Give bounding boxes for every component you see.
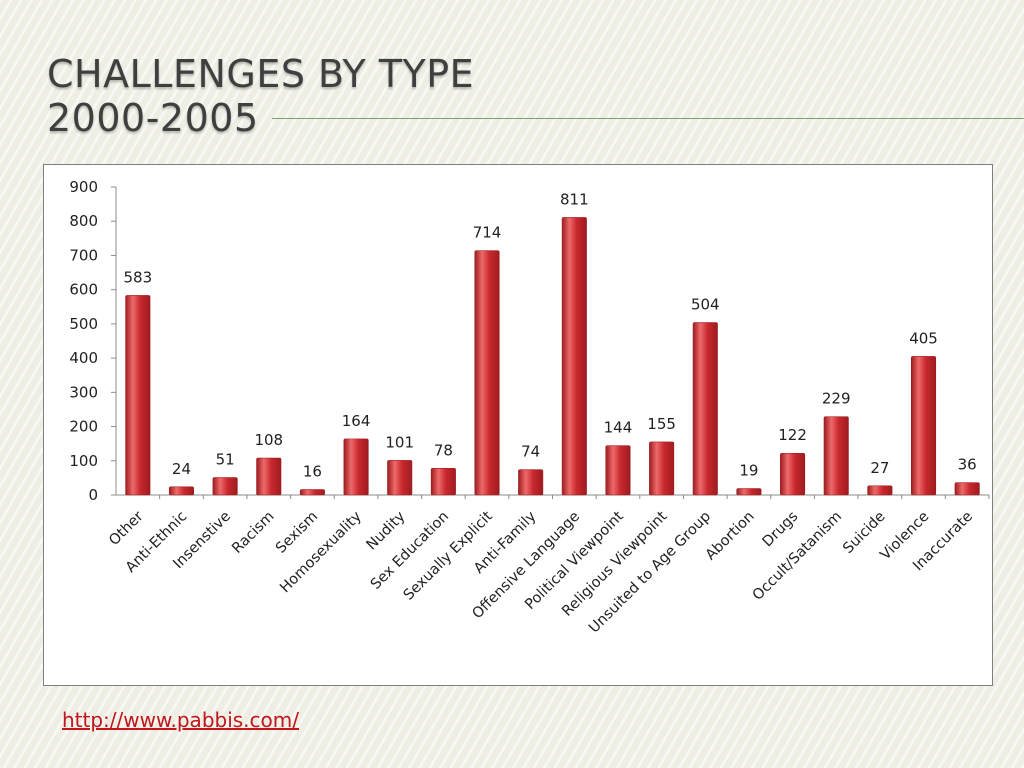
data-label: 24 (172, 460, 191, 478)
data-label: 405 (909, 329, 938, 347)
source-link[interactable]: http://www.pabbis.com/ (62, 708, 299, 732)
bar (649, 441, 675, 496)
bar (605, 445, 631, 496)
bar (867, 485, 893, 496)
data-label: 27 (870, 459, 889, 477)
y-tick-label: 400 (69, 349, 98, 367)
data-label: 583 (124, 268, 153, 286)
data-label: 51 (216, 451, 235, 469)
bar (954, 482, 980, 496)
y-tick-label: 700 (69, 246, 98, 264)
data-label: 714 (473, 224, 502, 242)
category-label: Racism (229, 509, 277, 557)
data-label: 16 (303, 463, 322, 481)
y-tick-label: 600 (69, 281, 98, 299)
y-tick-label: 900 (69, 178, 98, 196)
bar (736, 488, 762, 496)
slide-title-line1: CHALLENGES BY TYPE (47, 52, 475, 96)
data-label: 74 (521, 443, 540, 461)
bar (823, 416, 849, 496)
category-label: Sex Education (368, 509, 452, 593)
bar (561, 217, 587, 496)
y-tick-label: 200 (69, 418, 98, 436)
category-label: Drugs (760, 509, 802, 551)
data-label: 504 (691, 296, 720, 314)
y-tick-label: 100 (69, 452, 98, 470)
bar (430, 468, 456, 496)
data-label: 122 (778, 426, 807, 444)
bar (518, 469, 544, 496)
bar (692, 322, 718, 496)
y-tick-label: 800 (69, 212, 98, 230)
data-label: 144 (604, 419, 633, 437)
bar (168, 486, 194, 496)
data-label: 101 (385, 433, 414, 451)
category-label: Other (106, 508, 146, 548)
y-tick-label: 0 (88, 486, 98, 504)
y-tick-label: 300 (69, 383, 98, 401)
data-label: 19 (739, 461, 758, 479)
bar (299, 489, 325, 496)
bar (911, 356, 937, 496)
data-label: 164 (342, 412, 371, 430)
bar (387, 460, 413, 496)
chart-frame: 0 100 200 300 400 500 600 700 800 900 583 Other 24 An… (43, 164, 993, 686)
data-label: 155 (647, 415, 676, 433)
bar (125, 295, 151, 496)
data-label: 36 (958, 456, 977, 474)
bar (256, 457, 282, 496)
data-label: 108 (254, 431, 283, 449)
bar (212, 477, 238, 496)
bar (474, 250, 500, 496)
slide-title-line2: 2000-2005 (47, 96, 259, 140)
data-label: 811 (560, 190, 589, 208)
title-divider (272, 118, 1024, 119)
bar-chart: 0100200300400500600700800900583Other24An… (69, 178, 990, 636)
bar (780, 452, 806, 496)
category-label: Homosexuality (277, 508, 365, 596)
slide-title: CHALLENGES BY TYPE 2000-2005 (47, 52, 474, 140)
bar (343, 438, 369, 496)
y-tick-label: 500 (69, 315, 98, 333)
data-label: 78 (434, 441, 453, 459)
data-label: 229 (822, 390, 851, 408)
